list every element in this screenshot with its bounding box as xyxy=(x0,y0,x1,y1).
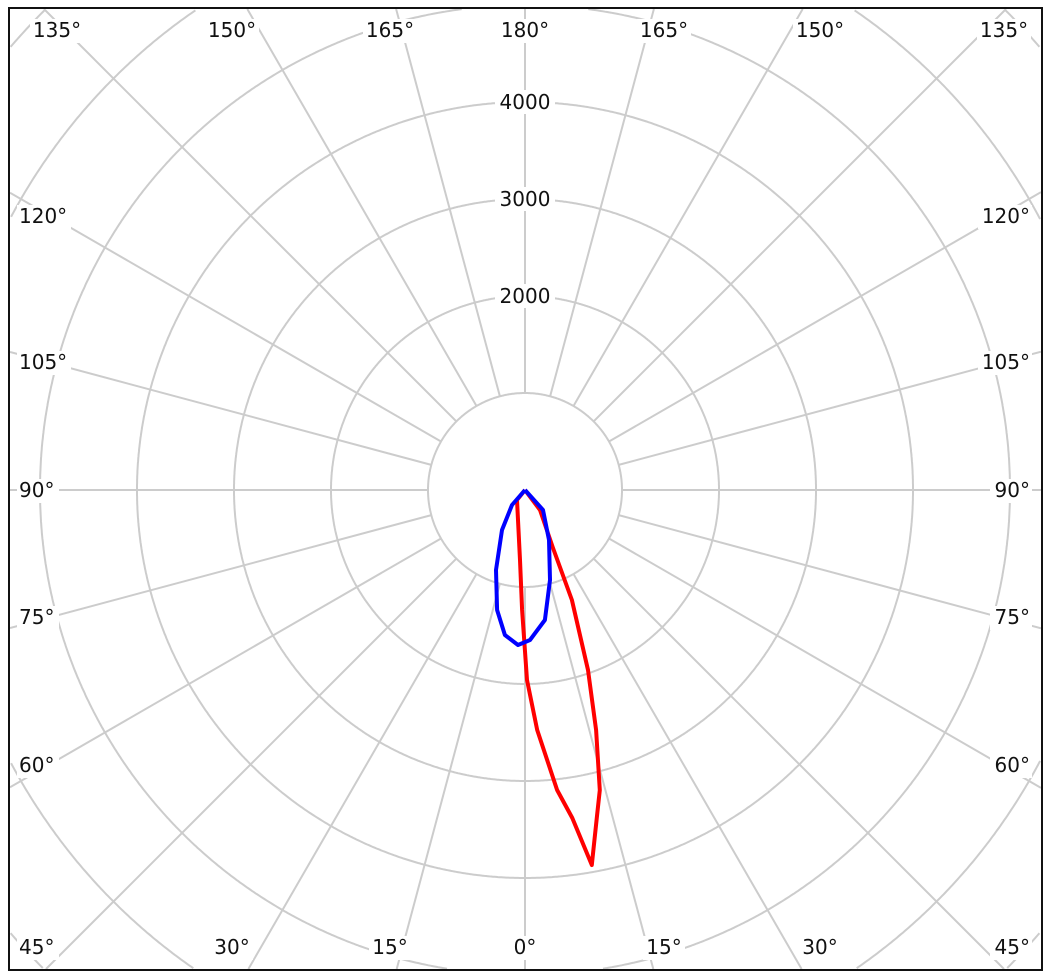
angle-tick-label: 75° xyxy=(19,605,54,629)
grid-ring xyxy=(10,762,194,969)
angle-tick-label: 30° xyxy=(214,935,249,959)
grid-spoke xyxy=(572,573,803,969)
grid-ring xyxy=(856,760,1041,969)
grid-spoke xyxy=(572,9,804,407)
angle-label-bg xyxy=(369,936,411,960)
angle-label-bg xyxy=(978,205,1032,229)
angle-label-bg xyxy=(990,479,1032,503)
angle-label-bg xyxy=(205,19,259,43)
angle-label-bg xyxy=(799,936,841,960)
radial-label-bg xyxy=(495,187,555,211)
angle-label-bg xyxy=(17,351,71,375)
angle-tick-label: 105° xyxy=(19,350,67,374)
angle-label-bg xyxy=(978,351,1032,375)
grid-spoke xyxy=(608,191,1041,443)
angle-tick-label: 180° xyxy=(501,18,549,42)
radial-tick-label: 4000 xyxy=(500,90,551,114)
angle-tick-label: 150° xyxy=(796,18,844,42)
grid-spoke xyxy=(45,557,458,969)
angle-tick-label: 165° xyxy=(366,18,414,42)
series-line-0 xyxy=(515,488,602,867)
angle-label-bg xyxy=(510,936,540,960)
angle-label-bg xyxy=(17,754,59,778)
grid-spoke xyxy=(549,583,655,969)
angle-tick-label: 135° xyxy=(33,18,81,42)
angle-tick-label: 0° xyxy=(514,935,537,959)
angle-tick-label: 60° xyxy=(995,753,1030,777)
angle-tick-label: 30° xyxy=(802,935,837,959)
angle-tick-label: 90° xyxy=(995,478,1030,502)
grid-spoke xyxy=(43,9,458,423)
angle-label-bg xyxy=(977,19,1031,43)
polar-chart-frame: 2000 3000 4000 135° 150° 165° 180° 165° 150° 135°… xyxy=(8,7,1043,971)
grid-ring xyxy=(39,9,462,969)
angle-label-bg xyxy=(30,19,84,43)
angle-tick-label: 45° xyxy=(19,935,54,959)
angle-tick-label: 120° xyxy=(982,204,1030,228)
angle-tick-label: 165° xyxy=(640,18,688,42)
grid-ring xyxy=(10,9,46,48)
grid-spoke xyxy=(592,9,1007,423)
radial-label-bg xyxy=(495,90,555,114)
grid-spoke xyxy=(395,583,501,969)
angle-tick-label: 150° xyxy=(208,18,256,42)
grid-ring xyxy=(588,9,1011,969)
grid-spoke xyxy=(246,9,478,407)
angle-label-bg xyxy=(637,19,691,43)
angle-label-bg xyxy=(990,606,1032,630)
angle-label-bg xyxy=(17,479,59,503)
angle-tick-label: 60° xyxy=(19,753,54,777)
angle-label-bg xyxy=(990,754,1032,778)
grid-spoke xyxy=(10,191,442,443)
grid-spoke xyxy=(247,573,478,969)
grid-spoke xyxy=(618,350,1041,466)
angle-tick-label: 105° xyxy=(982,350,1030,374)
angle-tick-label: 135° xyxy=(980,18,1028,42)
series-line-1 xyxy=(494,488,552,647)
radial-label-bg xyxy=(495,284,555,308)
angle-label-bg xyxy=(17,606,59,630)
grid-spoke xyxy=(549,9,655,397)
grid-spoke xyxy=(10,514,432,629)
angle-label-bg xyxy=(363,19,417,43)
grid-spoke xyxy=(592,557,1005,969)
radial-tick-label: 2000 xyxy=(500,284,551,308)
grid-spoke xyxy=(608,537,1041,789)
angle-tick-label: 15° xyxy=(646,935,681,959)
grid-spoke xyxy=(10,351,432,466)
angle-tick-label: 15° xyxy=(372,935,407,959)
angle-tick-label: 45° xyxy=(995,935,1030,959)
grid-ring xyxy=(10,9,196,218)
angle-label-bg xyxy=(643,936,685,960)
grid-ring xyxy=(854,9,1041,220)
angle-label-bg xyxy=(793,19,847,43)
polar-chart: 2000 3000 4000 135° 150° 165° 180° 165° 150° 135°… xyxy=(10,9,1041,969)
angle-tick-label: 75° xyxy=(995,605,1030,629)
angle-tick-label: 90° xyxy=(19,478,54,502)
grid-spoke xyxy=(10,537,442,789)
angle-label-bg xyxy=(498,19,552,43)
radial-tick-label: 3000 xyxy=(500,187,551,211)
grid-spoke xyxy=(395,9,501,397)
grid-spoke xyxy=(618,514,1041,630)
angle-label-bg xyxy=(17,205,71,229)
angle-label-bg xyxy=(211,936,253,960)
angle-tick-label: 120° xyxy=(19,204,67,228)
angle-label-bg xyxy=(17,936,59,960)
angle-label-bg xyxy=(990,936,1032,960)
